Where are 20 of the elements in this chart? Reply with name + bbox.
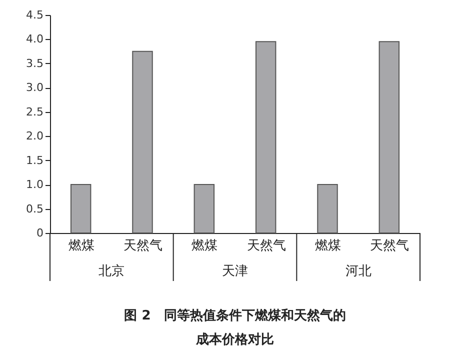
y-tick-label: 1.0 [26,178,44,192]
x-tick-label: 天然气 [246,238,286,254]
y-tick-label: 4.0 [26,32,44,46]
x-tick-label: 燃煤 [192,238,218,254]
y-tick-label: 2.5 [26,105,44,118]
text: 河北 [345,264,372,279]
text: 北京 [98,264,125,279]
y-tick-label: 0 [36,226,44,240]
y-tick-label: 3.0 [26,81,44,94]
y-tick-label: 3.5 [26,56,44,70]
x-tick-label: 燃煤 [68,238,94,254]
text: 天津 [222,264,248,279]
y-tick-label: 0.5 [26,202,44,216]
y-tick-label: 1.5 [26,154,44,167]
y-tick-label: 4.5 [26,8,44,22]
x-tick-label: 天然气 [124,238,162,254]
text: 图 2 同等热值条件下燃煤和天然气的成本价格对比 [124,308,346,348]
x-tick-label: 天然气 [370,238,410,254]
x-tick-label: 燃煤 [315,238,341,254]
y-tick-label: 2.0 [26,130,44,143]
